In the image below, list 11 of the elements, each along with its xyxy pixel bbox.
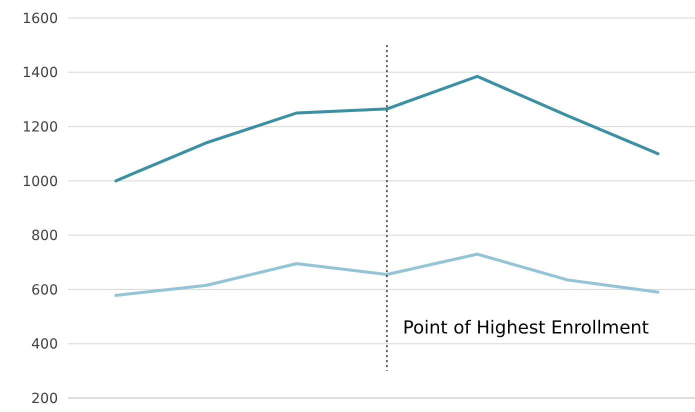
y-tick-label: 1400 xyxy=(22,65,58,82)
line-series xyxy=(114,252,660,297)
y-tick-label: 600 xyxy=(31,282,58,298)
y-tick-label: 800 xyxy=(31,228,58,244)
y-tick-label: 200 xyxy=(31,390,58,407)
y-tick-label: 1000 xyxy=(22,174,58,190)
annotation: Point of Highest Enrollment xyxy=(402,318,649,339)
y-tick-label: 1200 xyxy=(22,119,58,136)
y-tick-label: 400 xyxy=(31,336,58,353)
line-series xyxy=(114,74,660,182)
y-tick-label: 1600 xyxy=(22,10,58,27)
